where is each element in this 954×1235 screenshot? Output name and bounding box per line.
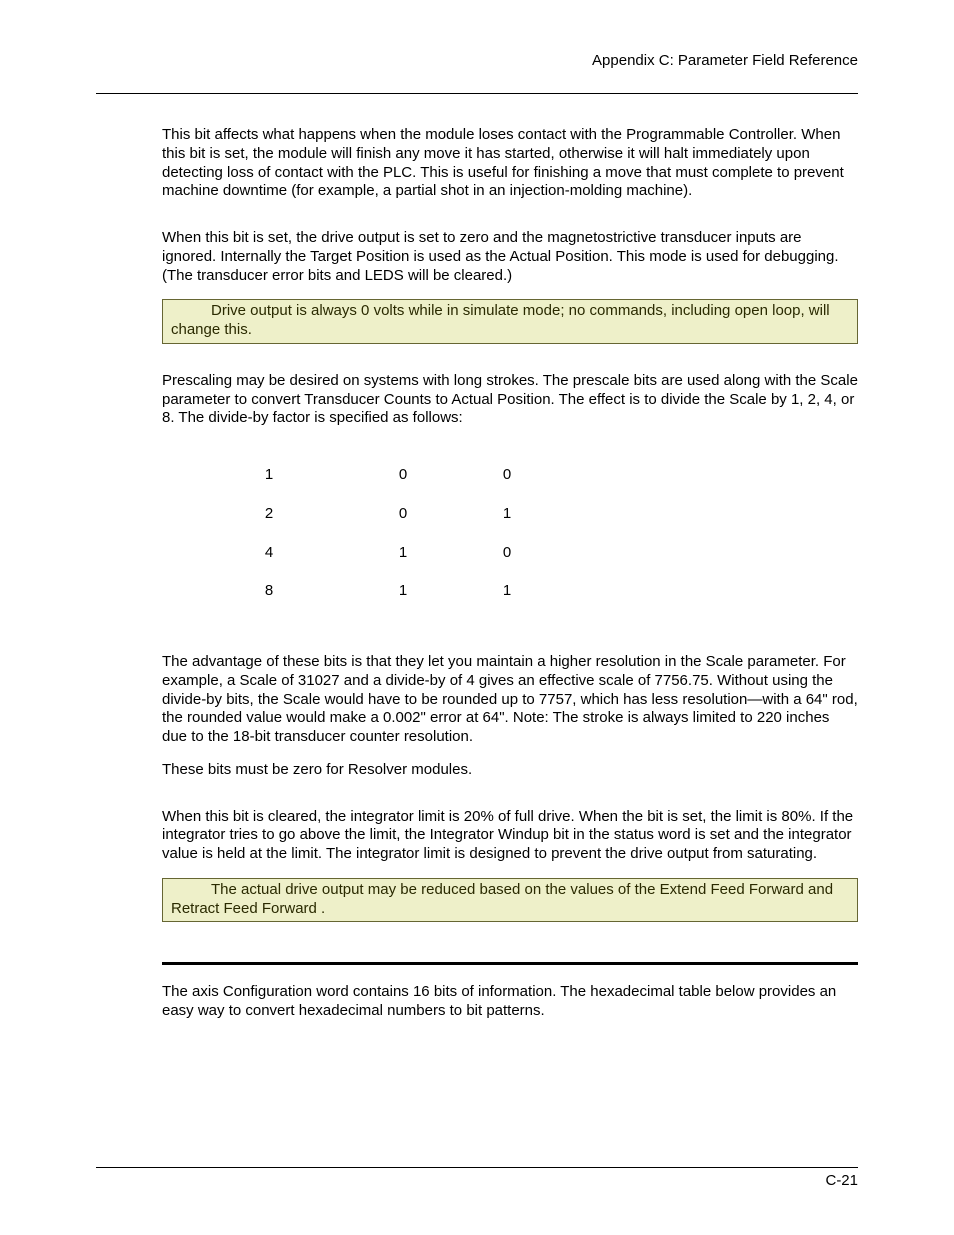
paragraph-simulate-bit: When this bit is set, the drive output i… bbox=[162, 229, 858, 285]
table-row: 4 1 0 bbox=[194, 534, 552, 573]
cell-divideby: 4 bbox=[194, 534, 344, 573]
cell-bit-high: 0 bbox=[344, 495, 462, 534]
table-row: 2 0 1 bbox=[194, 495, 552, 534]
paragraph-prescale-intro: Prescaling may be desired on systems wit… bbox=[162, 372, 858, 428]
cell-divideby: 1 bbox=[194, 456, 344, 495]
paragraph-resolver-zero: These bits must be zero for Resolver mod… bbox=[162, 761, 858, 780]
paragraph-prescale-advantage: The advantage of these bits is that they… bbox=[162, 653, 858, 747]
cell-bit-low: 1 bbox=[462, 495, 552, 534]
running-footer: C-21 bbox=[96, 1167, 858, 1189]
cell-divideby: 2 bbox=[194, 495, 344, 534]
note-simulate-mode: Drive output is always 0 volts while in … bbox=[162, 299, 858, 344]
cell-bit-low: 0 bbox=[462, 534, 552, 573]
note-simulate-text: Drive output is always 0 volts while in … bbox=[171, 302, 830, 338]
cell-bit-high: 1 bbox=[344, 534, 462, 573]
body-content: This bit affects what happens when the m… bbox=[96, 94, 858, 1021]
cell-bit-high: 0 bbox=[344, 456, 462, 495]
paragraph-integrator-limit: When this bit is cleared, the integrator… bbox=[162, 808, 858, 864]
page-number: C-21 bbox=[96, 1168, 858, 1189]
section-divider-heavy bbox=[162, 962, 858, 965]
cell-bit-low: 1 bbox=[462, 572, 552, 611]
cell-bit-high: 1 bbox=[344, 572, 462, 611]
paragraph-hex-table-intro: The axis Configuration word contains 16 … bbox=[162, 983, 858, 1021]
cell-bit-low: 0 bbox=[462, 456, 552, 495]
table-row: 1 0 0 bbox=[194, 456, 552, 495]
note-feed-forward-text: The actual drive output may be reduced b… bbox=[171, 881, 833, 917]
table-row: 8 1 1 bbox=[194, 572, 552, 611]
running-head-text: Appendix C: Parameter Field Reference bbox=[96, 52, 858, 73]
paragraph-bit-continue: This bit affects what happens when the m… bbox=[162, 126, 858, 201]
note-feed-forward: The actual drive output may be reduced b… bbox=[162, 878, 858, 923]
page: Appendix C: Parameter Field Reference Th… bbox=[0, 0, 954, 1235]
cell-divideby: 8 bbox=[194, 572, 344, 611]
prescale-table: 1 0 0 2 0 1 4 1 0 8 1 1 bbox=[194, 456, 552, 611]
running-header: Appendix C: Parameter Field Reference bbox=[96, 52, 858, 94]
